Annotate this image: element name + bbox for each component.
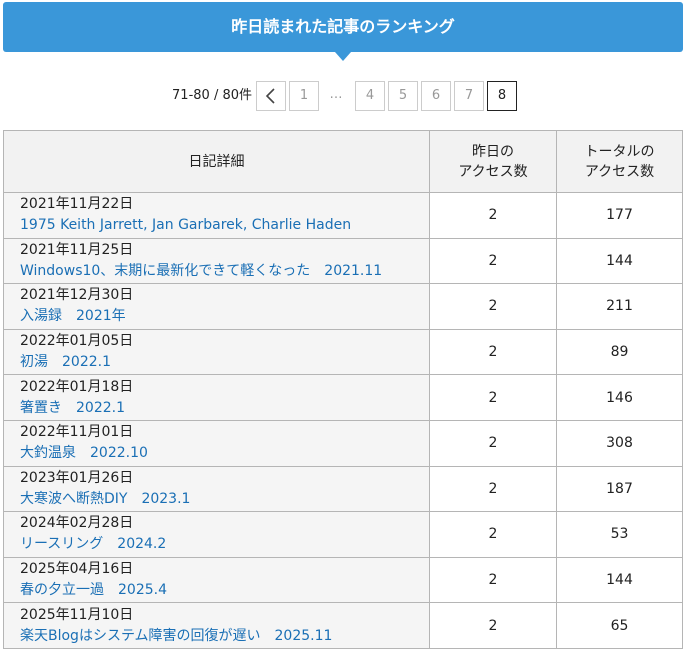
- entry-link[interactable]: 入湯録 2021年: [20, 308, 126, 325]
- page-button[interactable]: 4: [355, 81, 385, 111]
- total-count: 146: [556, 374, 683, 421]
- table-row: 2022年11月01日 大釣温泉 2022.10 2 308: [3, 419, 683, 467]
- yesterday-count: 2: [429, 237, 557, 285]
- table-row: 2024年02月28日 リースリング 2024.2 2 53: [3, 511, 683, 558]
- ranking-header: 昨日読まれた記事のランキング: [3, 2, 683, 52]
- total-count: 65: [556, 602, 683, 649]
- page-button[interactable]: 5: [388, 81, 418, 111]
- entry-date: 2021年12月30日: [20, 287, 134, 304]
- total-count: 53: [556, 511, 683, 558]
- column-header: トータルのアクセス数: [556, 130, 683, 193]
- total-count: 89: [556, 328, 683, 376]
- prev-button[interactable]: [256, 81, 286, 111]
- entry-detail: 2021年12月30日 入湯録 2021年: [3, 283, 430, 330]
- column-header-line: アクセス数: [458, 163, 528, 180]
- page-button[interactable]: 1: [289, 81, 319, 111]
- entry-detail: 2024年02月28日リースリング 2024.2: [3, 511, 430, 558]
- page-ellipsis: …: [322, 81, 350, 109]
- prev-icon: [265, 88, 275, 104]
- entry-date: 2025年11月10日: [20, 606, 134, 623]
- entry-date: 2021年11月25日: [20, 241, 134, 258]
- column-header-line: トータルの: [584, 143, 655, 160]
- total-count: 144: [556, 556, 683, 604]
- entry-detail: 2025年11月10日楽天Blogはシステム障害の回復が遅い 2025.11: [3, 602, 430, 649]
- yesterday-count: 2: [429, 374, 557, 421]
- total-count: 211: [556, 283, 683, 330]
- page-button: 8: [487, 81, 517, 111]
- entry-date: 2022年11月01日: [20, 424, 134, 441]
- yesterday-count: 2: [429, 511, 557, 558]
- entry-link[interactable]: 春の夕立一過 2025.4: [20, 582, 167, 599]
- header-pointer: [335, 52, 351, 61]
- yesterday-count: 2: [429, 328, 557, 376]
- entry-link[interactable]: 初湯 2022.1: [20, 354, 111, 371]
- column-header: 昨日の アクセス数: [429, 130, 557, 193]
- entry-detail: 2025年04月16日春の夕立一過 2025.4: [3, 556, 430, 604]
- entry-link[interactable]: 大寒波へ断熱DIY 2023.1: [20, 490, 191, 507]
- table-row: 2025年11月10日 楽天Blogはシステム障害の回復が遅い 2025.11 2 6…: [3, 602, 683, 649]
- yesterday-count: 2: [429, 192, 557, 239]
- result-summary: 71-80 / 80件: [172, 88, 252, 103]
- column-header: 日記詳細: [3, 130, 430, 193]
- table-row: 2021年12月30日 入湯録 2021年 2 211: [3, 283, 683, 330]
- total-count: 308: [556, 419, 683, 467]
- ranking-table: 日記詳細 昨日の アクセス数 トータルの アクセス数 2021年11月22日 1975 K…: [3, 130, 683, 649]
- total-count: 144: [556, 237, 683, 285]
- total-count: 187: [556, 465, 683, 513]
- entry-detail: 2023年01月26日大寒波へ断熱DIY 2023.1: [3, 465, 430, 513]
- entry-date: 2022年01月05日: [20, 333, 134, 350]
- entry-link[interactable]: 箸置き 2022.1: [20, 399, 125, 416]
- entry-date: 2024年02月28日: [20, 515, 134, 532]
- page-button[interactable]: 6: [421, 81, 451, 111]
- entry-detail: 2022年01月05日 初湯 2022.1: [3, 328, 430, 376]
- total-count: 177: [556, 192, 683, 239]
- entry-link[interactable]: Windows10、末期に最新化できて軽くなった 2021.11: [20, 262, 383, 279]
- column-header-line: 昨日の: [472, 143, 514, 160]
- table-row: 2022年01月18日 箸置き 2022.1 2 146: [3, 374, 683, 421]
- table-row: 2025年04月16日 春の夕立一過 2025.4 2 144: [3, 556, 683, 604]
- entry-link[interactable]: リースリング 2024.2: [20, 536, 167, 553]
- pagination: 71-80 / 80件 1… 4 5 6 7 8: [0, 81, 686, 111]
- yesterday-count: 2: [429, 419, 557, 467]
- entry-detail: 2022年01月18日 箸置き 2022.1: [3, 374, 430, 421]
- entry-date: 2023年01月26日: [20, 469, 134, 486]
- header-row: 日記詳細 昨日の アクセス数 トータルの アクセス数: [3, 130, 683, 193]
- entry-link[interactable]: 1975 Keith Jarrett, Jan Garbarek, Charli…: [20, 217, 352, 234]
- yesterday-count: 2: [429, 556, 557, 604]
- yesterday-count: 2: [429, 283, 557, 330]
- entry-detail: 2021年11月25日 Windows10、末期に最新化できて軽くなった 2021…: [3, 237, 430, 285]
- yesterday-count: 2: [429, 602, 557, 649]
- entry-date: 2022年01月18日: [20, 378, 134, 395]
- entry-detail: 2021年11月22日 1975 Keith Jarrett, Jan Garba…: [3, 192, 430, 239]
- table-row: 2021年11月22日 1975 Keith Jarrett, Jan Garba…: [3, 192, 683, 239]
- page-button[interactable]: 7: [454, 81, 484, 111]
- column-header-line: アクセス数: [584, 163, 655, 180]
- entry-detail: 2022年11月01日 大釣温泉 2022.10: [3, 419, 430, 467]
- entry-link[interactable]: 大釣温泉 2022.10: [20, 445, 148, 462]
- entry-link[interactable]: 楽天Blogはシステム障害の回復が遅い 2025.11: [20, 627, 333, 644]
- entry-date: 2021年11月22日: [20, 196, 134, 213]
- entry-date: 2025年04月16日: [20, 561, 134, 578]
- table-row: 2021年11月25日 Windows10、末期に最新化できて軽くなった 2021…: [3, 237, 683, 285]
- column-header-line: 日記詳細: [188, 153, 245, 170]
- yesterday-count: 2: [429, 465, 557, 513]
- table-row: 2023年01月26日 大寒波へ断熱DIY 2023.1 2 187: [3, 465, 683, 513]
- table-row: 2022年01月05日 初湯 2022.1 2 89: [3, 328, 683, 376]
